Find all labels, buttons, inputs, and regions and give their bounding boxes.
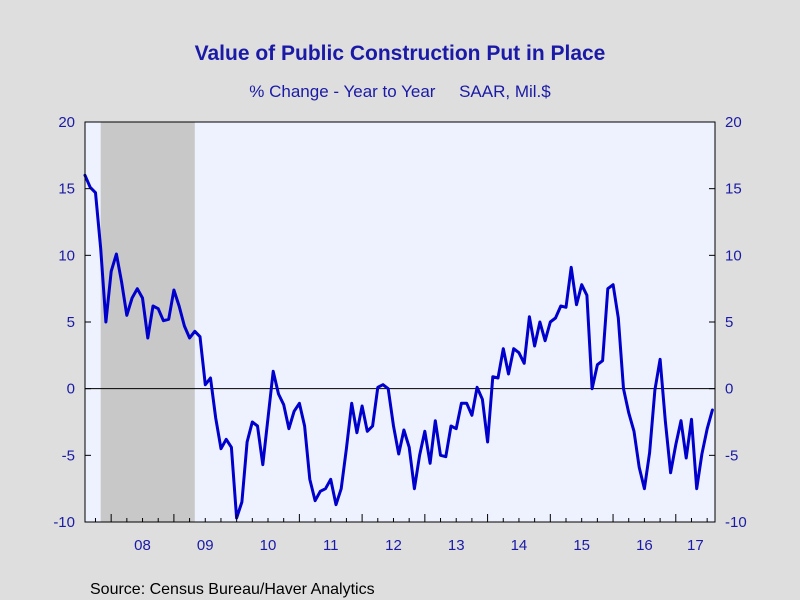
x-tick-label: 14 xyxy=(511,537,528,554)
y-tick-label-left: 0 xyxy=(67,381,75,398)
series-line xyxy=(83,173,714,520)
x-tick-label: 09 xyxy=(197,537,214,554)
y-tick-label-right: -5 xyxy=(725,447,738,464)
x-tick-label: 10 xyxy=(260,537,277,554)
y-tick-label-right: 0 xyxy=(725,381,733,398)
y-tick-label-right: 20 xyxy=(725,114,742,131)
chart-title: Value of Public Construction Put in Plac… xyxy=(195,42,606,65)
y-tick-label-left: 15 xyxy=(58,181,75,198)
source-note: Source: Census Bureau/Haver Analytics xyxy=(90,581,375,598)
chart-subtitle: % Change - Year to Year SAAR, Mil.$ xyxy=(249,82,551,101)
x-tick-label: 15 xyxy=(573,537,590,554)
x-tick-label: 12 xyxy=(385,537,402,554)
y-tick-label-left: -10 xyxy=(53,514,75,531)
y-tick-label-left: -5 xyxy=(62,447,75,464)
plot-area: 20 20 15 15 10 10 5 5 0 0 -5 -5 -10 -10 08 09 10 11 12 13 14… xyxy=(53,114,746,554)
y-tick-label-left: 10 xyxy=(58,247,75,264)
recession-shading xyxy=(100,122,195,522)
x-tick-label: 16 xyxy=(636,537,653,554)
y-tick-label-right: 10 xyxy=(725,247,742,264)
y-tick-label-left: 5 xyxy=(67,314,75,331)
x-tick-label: 08 xyxy=(134,537,151,554)
y-tick-label-right: -10 xyxy=(725,514,747,531)
x-tick-label: 13 xyxy=(448,537,465,554)
y-tick-label-right: 5 xyxy=(725,314,733,331)
y-tick-label-left: 20 xyxy=(58,114,75,131)
y-tick-label-right: 15 xyxy=(725,181,742,198)
x-tick-label: 11 xyxy=(323,537,339,554)
x-tick-label: 17 xyxy=(687,537,704,554)
